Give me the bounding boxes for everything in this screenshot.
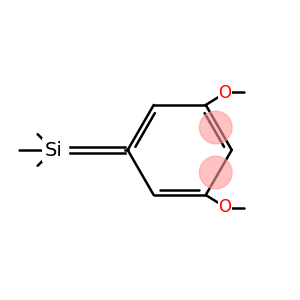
Text: O: O [218,84,232,102]
Circle shape [200,111,232,144]
Text: O: O [218,198,232,216]
Text: Si: Si [44,140,62,160]
Circle shape [200,156,232,189]
